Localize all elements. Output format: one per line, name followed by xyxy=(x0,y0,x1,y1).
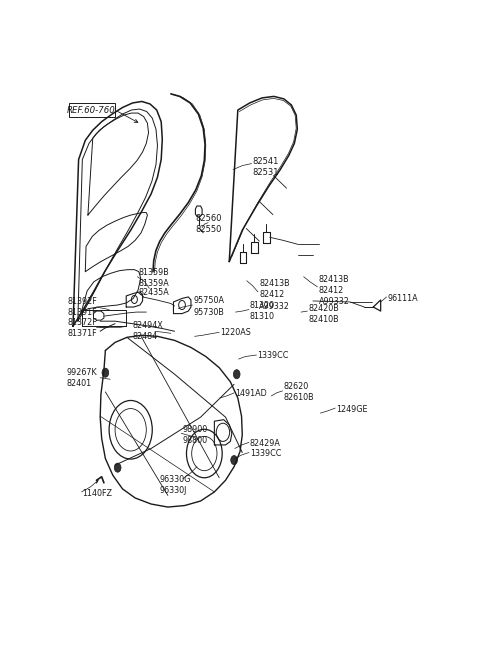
Text: 1339CC: 1339CC xyxy=(250,449,281,458)
Text: REF.60-760: REF.60-760 xyxy=(67,106,116,115)
Text: 81372F
81371F: 81372F 81371F xyxy=(67,318,97,338)
Text: 1339CC: 1339CC xyxy=(257,350,288,359)
Text: 81359B
81359A: 81359B 81359A xyxy=(138,268,169,288)
Text: 96330G
96330J: 96330G 96330J xyxy=(160,475,191,495)
Text: 82413B
82412
A99332: 82413B 82412 A99332 xyxy=(259,279,290,310)
Text: 82420B
82410B: 82420B 82410B xyxy=(309,304,339,323)
Text: 82620
82610B: 82620 82610B xyxy=(283,382,314,402)
Circle shape xyxy=(231,455,238,464)
Text: 82413B
82412
A99332: 82413B 82412 A99332 xyxy=(319,276,349,306)
Text: 96111A: 96111A xyxy=(387,294,418,303)
Text: 81320
81310: 81320 81310 xyxy=(250,301,275,321)
Text: 82541
82531: 82541 82531 xyxy=(252,157,279,177)
Text: 1140FZ: 1140FZ xyxy=(83,489,112,499)
Text: 82435A: 82435A xyxy=(138,288,169,297)
Text: 95750A
95730B: 95750A 95730B xyxy=(193,297,224,317)
Text: 99267K
82401: 99267K 82401 xyxy=(67,368,97,388)
Text: 82494X
82484: 82494X 82484 xyxy=(132,321,163,341)
Text: 81392F
81391F: 81392F 81391F xyxy=(67,297,97,317)
Text: 82560
82550: 82560 82550 xyxy=(196,214,222,234)
Circle shape xyxy=(102,368,109,377)
Circle shape xyxy=(233,370,240,379)
Text: 82429A: 82429A xyxy=(250,439,281,448)
Text: 1491AD: 1491AD xyxy=(235,389,266,398)
Text: 1220AS: 1220AS xyxy=(220,328,251,337)
Text: 98900
98800: 98900 98800 xyxy=(182,425,207,445)
Circle shape xyxy=(114,463,121,472)
Text: 1249GE: 1249GE xyxy=(336,405,368,414)
